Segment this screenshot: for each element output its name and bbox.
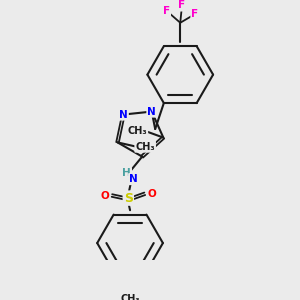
Text: O: O [100,190,109,200]
Text: N: N [119,110,128,120]
Text: O: O [147,189,156,199]
Text: CH₃: CH₃ [128,126,147,136]
Text: CH₃: CH₃ [120,294,140,300]
Text: S: S [124,192,133,205]
Text: F: F [163,6,170,16]
Text: N: N [147,106,156,117]
Text: F: F [178,1,185,10]
Text: F: F [191,9,199,19]
Text: CH₃: CH₃ [135,142,155,152]
Text: H: H [122,168,131,178]
Text: N: N [129,174,138,184]
